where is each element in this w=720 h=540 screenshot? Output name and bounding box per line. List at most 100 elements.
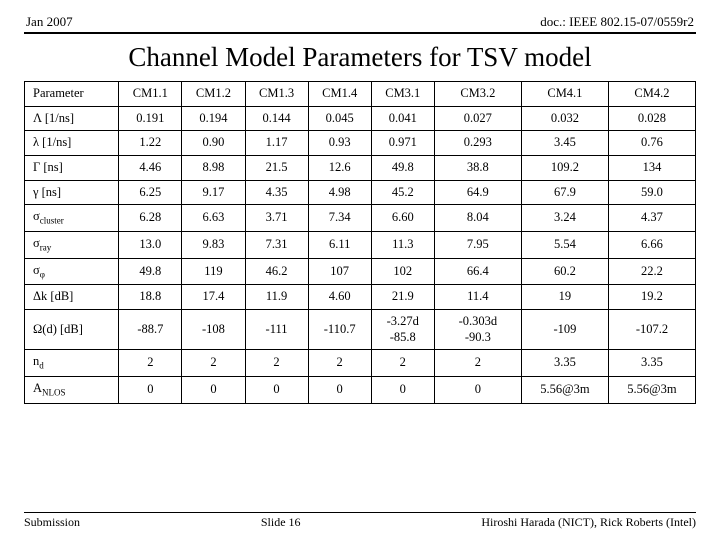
cell: 7.34 xyxy=(308,205,371,232)
footer-wrap: Submission Slide 16 Hiroshi Harada (NICT… xyxy=(24,508,696,530)
cell: -111 xyxy=(245,310,308,350)
cell: 0.027 xyxy=(434,106,521,131)
table-row: Δk [dB]18.817.411.94.6021.911.41919.2 xyxy=(25,285,696,310)
cell: 107 xyxy=(308,258,371,285)
cell: 21.9 xyxy=(371,285,434,310)
footer-slide-number: Slide 16 xyxy=(261,515,301,530)
row-label: Δk [dB] xyxy=(25,285,119,310)
row-label: Λ [1/ns] xyxy=(25,106,119,131)
cell: 2 xyxy=(245,350,308,377)
cell: 4.60 xyxy=(308,285,371,310)
cell: 2 xyxy=(182,350,245,377)
table-row: Ω(d) [dB]-88.7-108-111-110.7-3.27d -85.8… xyxy=(25,310,696,350)
table-row: σray13.09.837.316.1111.37.955.546.66 xyxy=(25,231,696,258)
cell: 2 xyxy=(119,350,182,377)
cell: 0.93 xyxy=(308,131,371,156)
col-parameter: Parameter xyxy=(25,82,119,107)
cell: 8.04 xyxy=(434,205,521,232)
cell: 0 xyxy=(245,377,308,404)
cell: 0 xyxy=(308,377,371,404)
cell: 0.191 xyxy=(119,106,182,131)
table-row: γ [ns]6.259.174.354.9845.264.967.959.0 xyxy=(25,180,696,205)
cell: -88.7 xyxy=(119,310,182,350)
cell: 9.83 xyxy=(182,231,245,258)
cell: 6.66 xyxy=(608,231,695,258)
table-row: nd2222223.353.35 xyxy=(25,350,696,377)
header-doc-id: doc.: IEEE 802.15-07/0559r2 xyxy=(540,14,694,30)
cell: 0.76 xyxy=(608,131,695,156)
cell: 46.2 xyxy=(245,258,308,285)
row-label: σcluster xyxy=(25,205,119,232)
table-header-row: ParameterCM1.1CM1.2CM1.3CM1.4CM3.1CM3.2C… xyxy=(25,82,696,107)
cell: 21.5 xyxy=(245,155,308,180)
cell: 7.31 xyxy=(245,231,308,258)
table-row: ANLOS0000005.56@3m5.56@3m xyxy=(25,377,696,404)
cell: 45.2 xyxy=(371,180,434,205)
cell: 0.032 xyxy=(521,106,608,131)
row-label: nd xyxy=(25,350,119,377)
cell: -0.303d -90.3 xyxy=(434,310,521,350)
cell: 2 xyxy=(371,350,434,377)
row-label: Γ [ns] xyxy=(25,155,119,180)
table-row: Λ [1/ns]0.1910.1940.1440.0450.0410.0270.… xyxy=(25,106,696,131)
cell: 64.9 xyxy=(434,180,521,205)
cell: 1.17 xyxy=(245,131,308,156)
slide-root: Jan 2007 doc.: IEEE 802.15-07/0559r2 Cha… xyxy=(0,0,720,540)
cell: -108 xyxy=(182,310,245,350)
cell: 59.0 xyxy=(608,180,695,205)
cell: 0.144 xyxy=(245,106,308,131)
cell: 11.4 xyxy=(434,285,521,310)
row-label: σray xyxy=(25,231,119,258)
cell: 22.2 xyxy=(608,258,695,285)
col-CM1-2: CM1.2 xyxy=(182,82,245,107)
cell: 9.17 xyxy=(182,180,245,205)
cell: -109 xyxy=(521,310,608,350)
cell: 3.71 xyxy=(245,205,308,232)
table-row: σcluster6.286.633.717.346.608.043.244.37 xyxy=(25,205,696,232)
header-bar: Jan 2007 doc.: IEEE 802.15-07/0559r2 xyxy=(24,14,696,34)
table-row: Γ [ns]4.468.9821.512.649.838.8109.2134 xyxy=(25,155,696,180)
cell: 5.54 xyxy=(521,231,608,258)
cell: 19 xyxy=(521,285,608,310)
row-label: λ [1/ns] xyxy=(25,131,119,156)
cell: 3.35 xyxy=(521,350,608,377)
cell: 18.8 xyxy=(119,285,182,310)
cell: -110.7 xyxy=(308,310,371,350)
footer-left: Submission xyxy=(24,515,80,530)
cell: 3.35 xyxy=(608,350,695,377)
col-CM1-3: CM1.3 xyxy=(245,82,308,107)
col-CM1-4: CM1.4 xyxy=(308,82,371,107)
cell: 2 xyxy=(434,350,521,377)
cell: 8.98 xyxy=(182,155,245,180)
col-CM4-1: CM4.1 xyxy=(521,82,608,107)
cell: 119 xyxy=(182,258,245,285)
col-CM3-2: CM3.2 xyxy=(434,82,521,107)
cell: 0.045 xyxy=(308,106,371,131)
cell: 0.041 xyxy=(371,106,434,131)
cell: 49.8 xyxy=(119,258,182,285)
cell: 4.37 xyxy=(608,205,695,232)
header-date: Jan 2007 xyxy=(26,14,73,30)
table-head: ParameterCM1.1CM1.2CM1.3CM1.4CM3.1CM3.2C… xyxy=(25,82,696,107)
parameters-table: ParameterCM1.1CM1.2CM1.3CM1.4CM3.1CM3.2C… xyxy=(24,81,696,404)
cell: 0.028 xyxy=(608,106,695,131)
cell: 4.98 xyxy=(308,180,371,205)
cell: 0 xyxy=(182,377,245,404)
col-CM4-2: CM4.2 xyxy=(608,82,695,107)
cell: 0 xyxy=(434,377,521,404)
table-row: λ [1/ns]1.220.901.170.930.9710.2933.450.… xyxy=(25,131,696,156)
cell: 6.28 xyxy=(119,205,182,232)
cell: 102 xyxy=(371,258,434,285)
row-label: γ [ns] xyxy=(25,180,119,205)
row-label: σφ xyxy=(25,258,119,285)
cell: 17.4 xyxy=(182,285,245,310)
cell: 0 xyxy=(371,377,434,404)
cell: -107.2 xyxy=(608,310,695,350)
cell: 38.8 xyxy=(434,155,521,180)
cell: 2 xyxy=(308,350,371,377)
cell: 60.2 xyxy=(521,258,608,285)
cell: 4.35 xyxy=(245,180,308,205)
cell: 19.2 xyxy=(608,285,695,310)
row-label: ANLOS xyxy=(25,377,119,404)
cell: 0.90 xyxy=(182,131,245,156)
